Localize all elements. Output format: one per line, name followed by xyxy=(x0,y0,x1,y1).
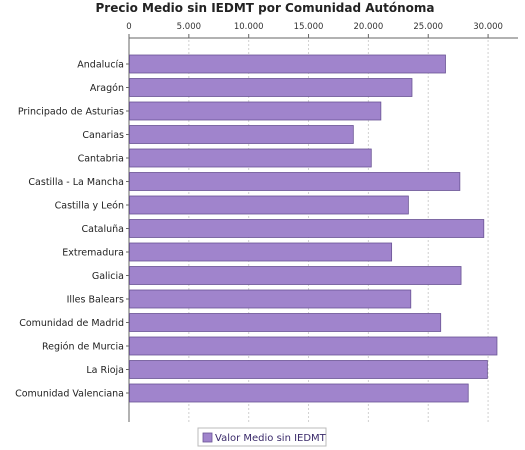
bar-13 xyxy=(129,360,488,379)
bar-6 xyxy=(129,195,409,215)
category-label-1: Aragón xyxy=(90,83,124,94)
legend-frame xyxy=(197,427,327,447)
category-label-10: Illes Balears xyxy=(67,295,124,306)
category-label-2: Principado de Asturias xyxy=(18,107,124,118)
category-label-12: Región de Murcia xyxy=(42,342,124,353)
category-label-13: La Rioja xyxy=(86,365,124,376)
bar-14 xyxy=(129,383,469,403)
chart-title: Precio Medio sin IEDMT por Comunidad Aut… xyxy=(96,1,435,15)
bar-3 xyxy=(129,125,354,144)
bar-8 xyxy=(129,242,393,262)
x-tick-label-0: 0 xyxy=(126,22,131,32)
category-label-5: Castilla - La Mancha xyxy=(28,177,124,188)
bar-9 xyxy=(129,266,462,285)
x-tick-label-5: 25.000 xyxy=(413,22,443,32)
x-axis: 0 5.000 10.000 15.000 20.000 25.000 30.000 xyxy=(126,22,518,422)
bar-7 xyxy=(129,219,485,238)
bar-10 xyxy=(129,289,412,309)
bars xyxy=(129,54,498,403)
x-tick-label-3: 15.000 xyxy=(294,22,324,32)
bar-5 xyxy=(129,172,461,191)
bar-1 xyxy=(129,78,413,97)
x-tick-label-4: 20.000 xyxy=(354,22,384,32)
bar-0 xyxy=(129,54,446,74)
category-label-8: Extremadura xyxy=(62,248,124,259)
bar-11 xyxy=(129,313,442,332)
category-label-3: Canarias xyxy=(82,130,124,141)
x-tick-label-2: 10.000 xyxy=(234,22,264,32)
bar-12 xyxy=(129,336,498,356)
category-label-6: Castilla y León xyxy=(55,201,124,212)
category-label-0: Andalucía xyxy=(77,60,124,71)
x-tick-label-1: 5.000 xyxy=(177,22,201,32)
legend-label: Valor Medio sin IEDMT xyxy=(215,433,327,444)
category-label-9: Galicia xyxy=(92,271,124,282)
legend-swatch xyxy=(202,432,213,443)
bar-4 xyxy=(129,148,372,168)
category-labels: Andalucía Aragón Principado de Asturias Can… xyxy=(15,60,129,400)
legend: Valor Medio sin IEDMT xyxy=(197,427,327,447)
category-label-4: Cantabria xyxy=(78,154,124,165)
category-label-7: Cataluña xyxy=(81,224,124,235)
bar-2 xyxy=(129,101,382,121)
category-label-11: Comunidad de Madrid xyxy=(19,318,124,329)
x-tick-label-6: 30.000 xyxy=(473,22,503,32)
category-label-14: Comunidad Valenciana xyxy=(15,389,124,400)
